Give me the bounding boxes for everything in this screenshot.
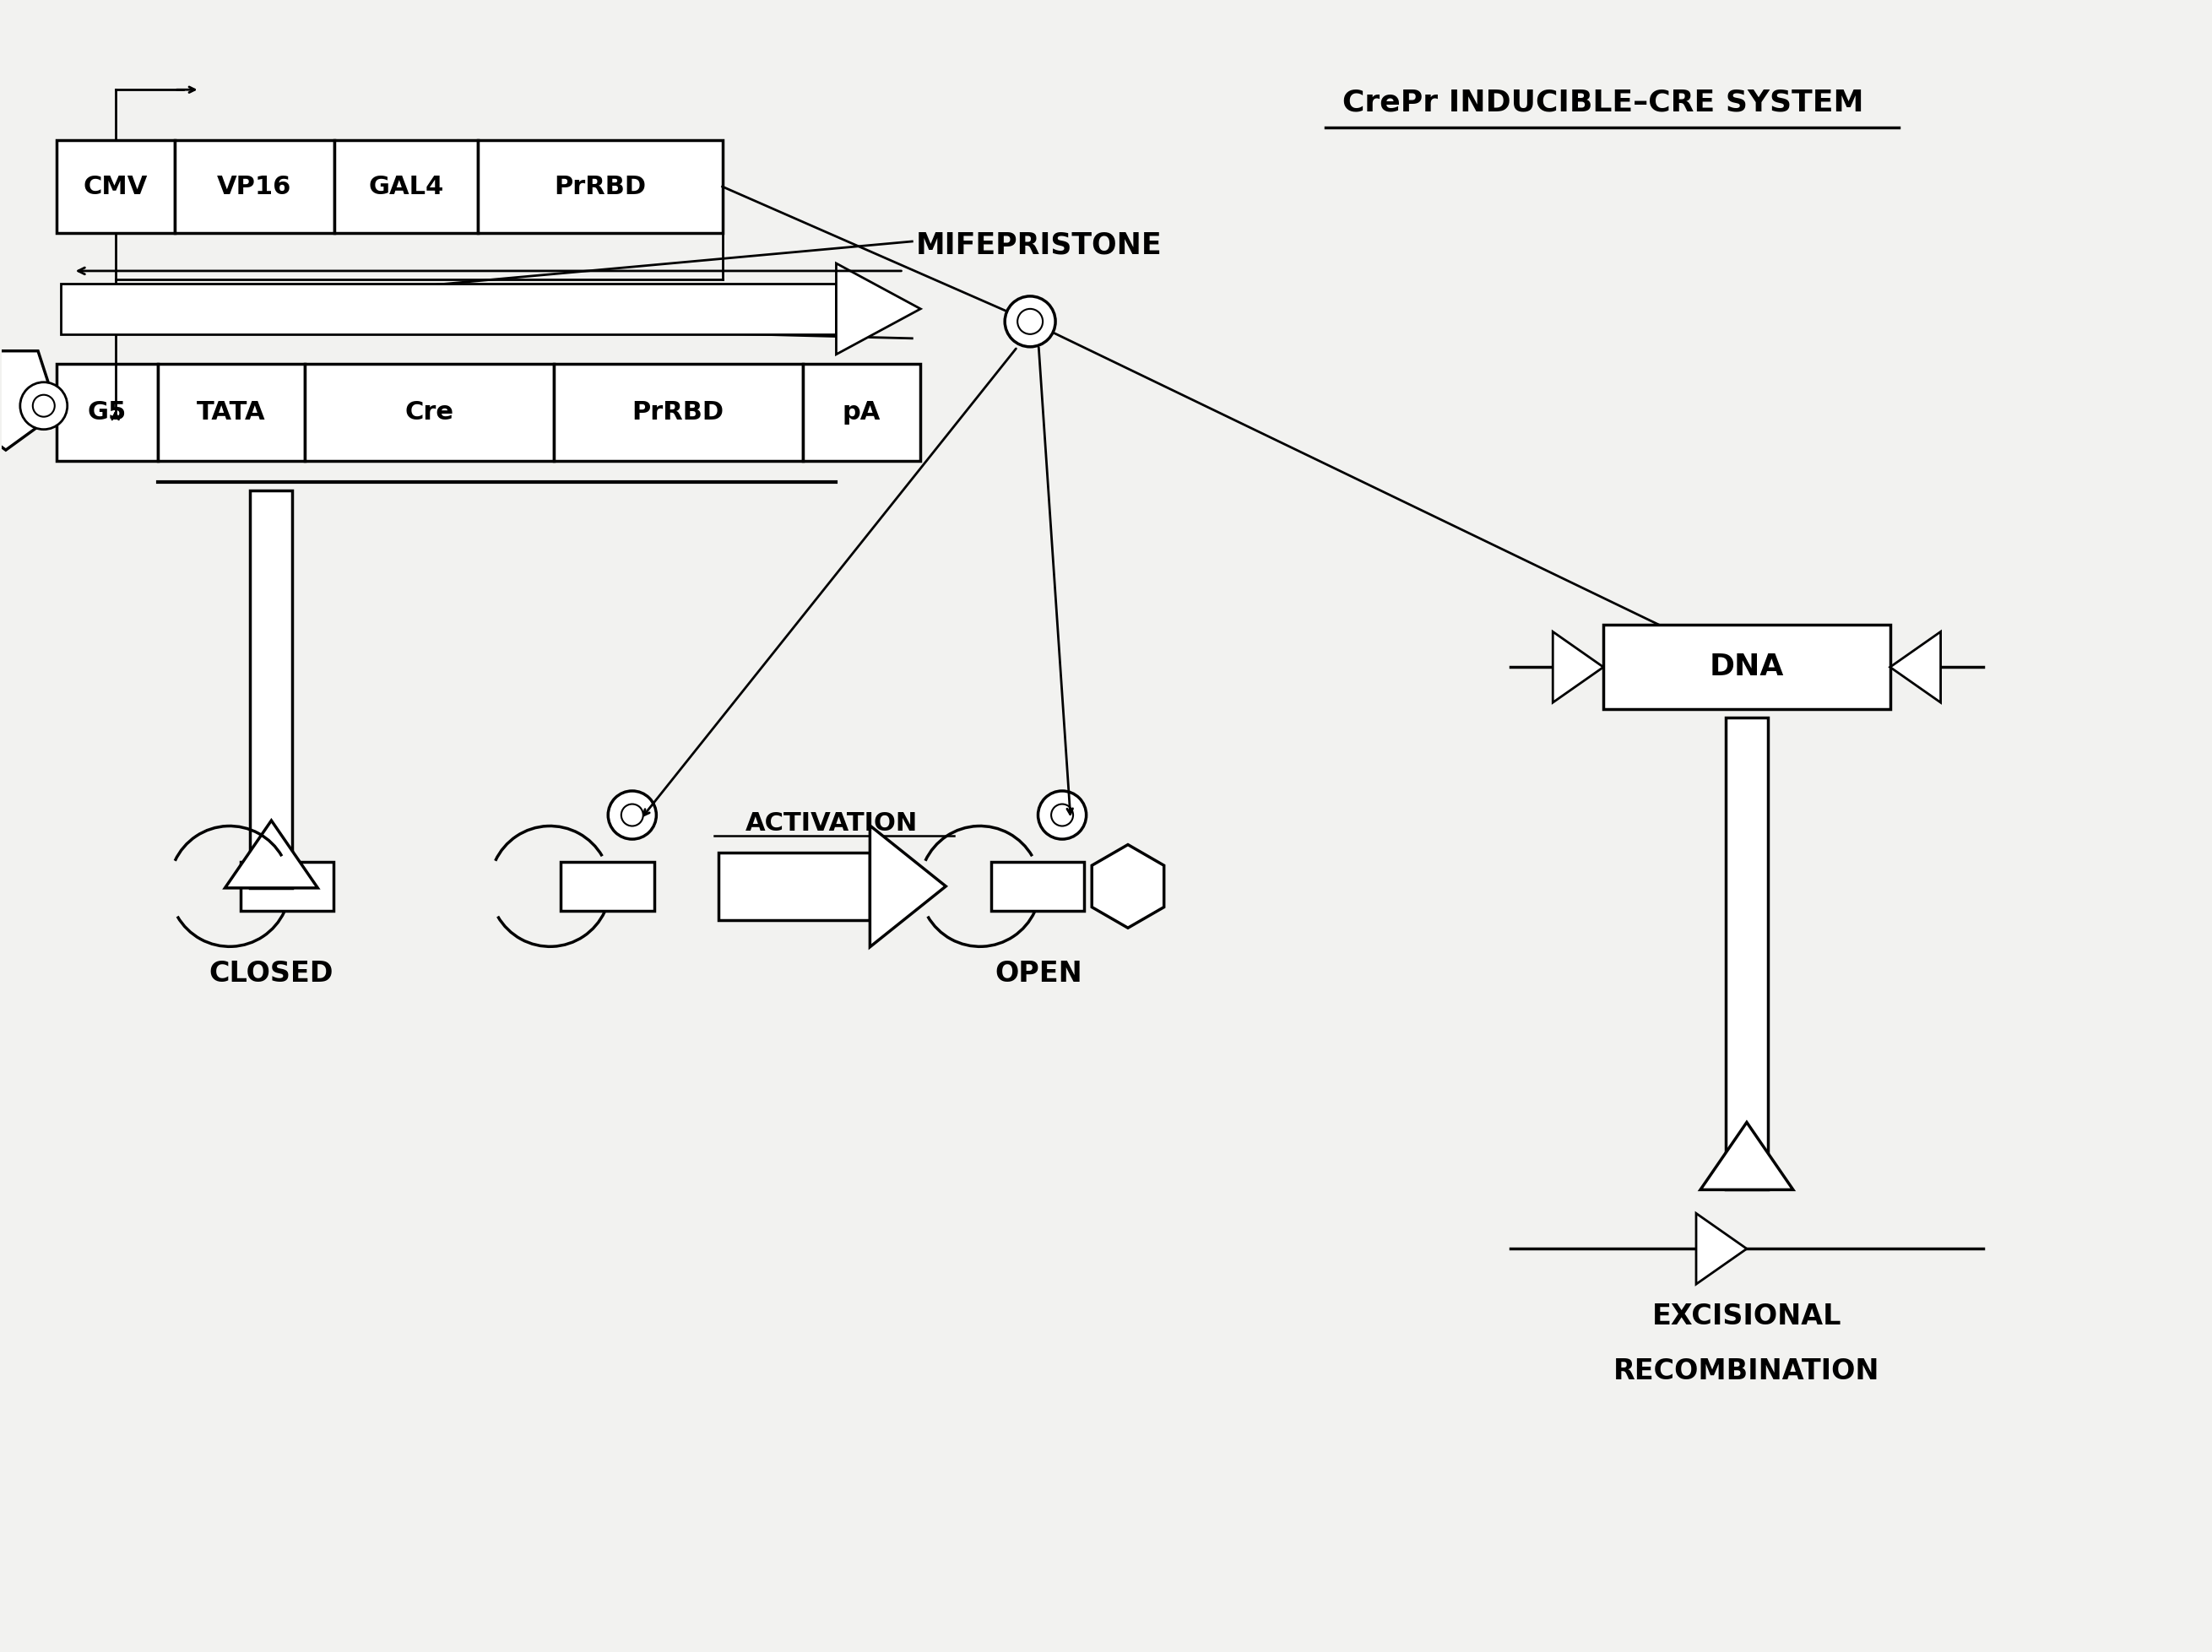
Text: pA: pA xyxy=(843,400,880,425)
Text: CMV: CMV xyxy=(84,175,148,198)
Circle shape xyxy=(1051,805,1073,826)
Bar xyxy=(60,284,836,334)
Circle shape xyxy=(1004,296,1055,347)
Bar xyxy=(175,140,334,233)
Text: MIFEPRISTONE: MIFEPRISTONE xyxy=(916,231,1161,259)
Polygon shape xyxy=(0,350,58,449)
Text: Cre: Cre xyxy=(405,400,453,425)
Circle shape xyxy=(608,791,657,839)
Bar xyxy=(157,363,305,461)
Bar xyxy=(1725,717,1767,1189)
Polygon shape xyxy=(1697,1213,1747,1284)
Text: RECOMBINATION: RECOMBINATION xyxy=(1613,1356,1880,1384)
Bar xyxy=(55,363,157,461)
Bar xyxy=(553,363,803,461)
Circle shape xyxy=(33,395,55,416)
Text: ACTIVATION: ACTIVATION xyxy=(745,811,918,836)
Bar xyxy=(803,363,920,461)
Bar xyxy=(334,140,478,233)
Text: PrRBD: PrRBD xyxy=(553,175,646,198)
Text: VP16: VP16 xyxy=(217,175,292,198)
Text: PrRBD: PrRBD xyxy=(633,400,723,425)
Polygon shape xyxy=(1093,844,1164,928)
Bar xyxy=(1604,624,1889,709)
Text: CrePr INDUCIBLE–CRE SYSTEM: CrePr INDUCIBLE–CRE SYSTEM xyxy=(1343,88,1865,117)
Polygon shape xyxy=(1701,1122,1794,1189)
Polygon shape xyxy=(836,263,920,355)
Bar xyxy=(250,491,292,889)
Bar xyxy=(241,862,334,910)
Bar xyxy=(719,852,869,920)
Text: TATA: TATA xyxy=(197,400,265,425)
Bar xyxy=(991,862,1084,910)
Text: DNA: DNA xyxy=(1710,653,1785,682)
Bar xyxy=(478,140,723,233)
Polygon shape xyxy=(226,821,319,889)
Polygon shape xyxy=(1553,631,1604,702)
Text: GAL4: GAL4 xyxy=(369,175,445,198)
Text: OPEN: OPEN xyxy=(995,960,1082,988)
Bar xyxy=(55,140,175,233)
Bar xyxy=(562,862,655,910)
Circle shape xyxy=(1018,309,1042,334)
Text: G5: G5 xyxy=(88,400,126,425)
Text: CLOSED: CLOSED xyxy=(210,960,334,988)
Circle shape xyxy=(1037,791,1086,839)
Polygon shape xyxy=(1889,631,1940,702)
Circle shape xyxy=(622,805,644,826)
Text: EXCISIONAL: EXCISIONAL xyxy=(1652,1302,1843,1330)
Bar xyxy=(305,363,553,461)
Polygon shape xyxy=(869,826,947,947)
Circle shape xyxy=(20,382,66,430)
